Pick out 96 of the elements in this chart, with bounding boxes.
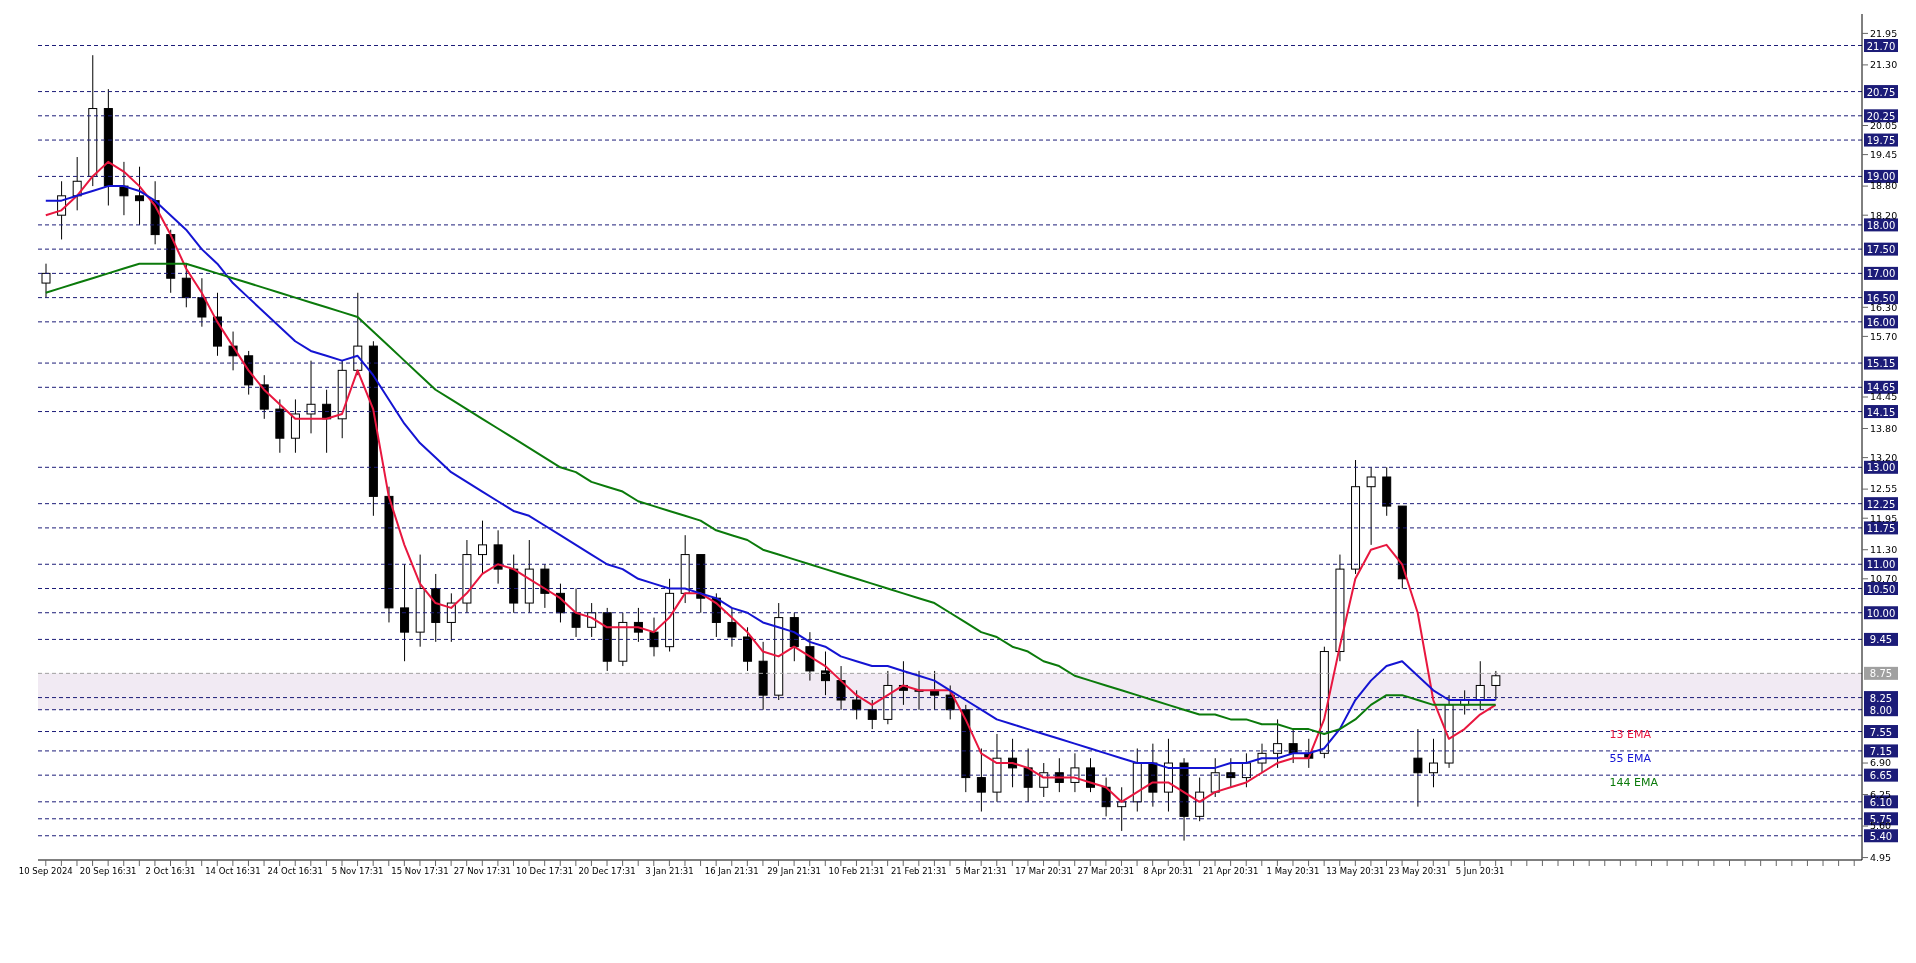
ref-line-label: 13.00 — [1866, 462, 1896, 474]
x-tick-label: 1 May 20:31 — [1266, 866, 1320, 877]
x-tick-label: 20 Dec 17:31 — [578, 866, 636, 877]
ref-line-label: 17.50 — [1866, 244, 1896, 256]
x-tick-label: 10 Feb 21:31 — [828, 866, 885, 877]
candlestick — [197, 277, 207, 328]
candlestick — [852, 689, 862, 720]
y-tick-label: 18.20 — [1870, 209, 1898, 221]
candlestick — [135, 166, 145, 226]
ref-line-label: 5.40 — [1869, 830, 1893, 842]
y-tick-label: 19.45 — [1870, 148, 1898, 160]
ref-line-label: 14.15 — [1866, 406, 1896, 418]
candlestick — [1023, 747, 1033, 803]
ref-line-label: 21.70 — [1866, 40, 1896, 52]
x-tick-label: 16 Jan 21:31 — [704, 866, 759, 877]
ref-line-label: 19.75 — [1866, 135, 1896, 147]
line-series — [44, 262, 1497, 735]
candlestick — [727, 607, 737, 648]
y-tick-label: 18.80 — [1870, 180, 1898, 192]
x-tick-label: 21 Apr 20:31 — [1202, 866, 1259, 877]
x-tick-label: 5 Mar 21:31 — [955, 866, 1007, 877]
ref-line-label: 11.75 — [1866, 522, 1896, 534]
x-tick-label: 29 Jan 21:31 — [767, 866, 822, 877]
candlestick — [478, 520, 488, 575]
text: 55 EMA — [1609, 751, 1652, 767]
x-tick-label: 15 Nov 17:31 — [391, 866, 449, 877]
ref-line-label: 16.50 — [1866, 292, 1896, 304]
ref-line-label: 11.00 — [1866, 559, 1896, 571]
candlestick — [1491, 670, 1501, 701]
ref-line-label: 19.00 — [1866, 171, 1896, 183]
ref-line-label: 9.45 — [1869, 634, 1893, 646]
x-tick-label: 13 May 20:31 — [1326, 866, 1385, 877]
ref-line-label: 10.50 — [1866, 583, 1896, 595]
y-tick-label: 12.55 — [1870, 483, 1898, 495]
x-tick-label: 3 Jan 21:31 — [645, 866, 694, 877]
candlestick — [571, 588, 581, 638]
y-tick-label: 16.30 — [1870, 301, 1898, 313]
candlestick — [649, 617, 659, 657]
text: 13 EMA — [1609, 727, 1652, 743]
ref-line-label: 17.00 — [1866, 268, 1896, 280]
candlestick — [1428, 738, 1438, 788]
ref-line-label: 20.75 — [1866, 86, 1896, 98]
ref-line-label: 8.75 — [1869, 668, 1893, 680]
x-tick-label: 10 Dec 17:31 — [516, 866, 574, 877]
ref-line-label: 7.15 — [1869, 745, 1893, 757]
x-tick-label: 14 Oct 16:31 — [205, 866, 261, 877]
candlestick — [820, 651, 830, 696]
x-tick-label: 27 Mar 20:31 — [1077, 866, 1135, 877]
ref-line-label: 20.25 — [1866, 110, 1896, 122]
ref-line-label: 8.25 — [1869, 692, 1893, 704]
candlestick — [1366, 466, 1376, 546]
y-tick-label: 6.90 — [1870, 757, 1892, 769]
y-tick-label: 11.30 — [1870, 544, 1898, 556]
text: 144 EMA — [1609, 775, 1658, 791]
candlestick — [1226, 757, 1236, 788]
x-tick-label: 17 Mar 20:31 — [1015, 866, 1072, 877]
candlestick — [119, 161, 129, 216]
ref-line-label: 12.25 — [1866, 498, 1896, 510]
x-tick-label: 5 Nov 17:31 — [331, 866, 384, 877]
ref-line-label: 6.65 — [1869, 770, 1893, 782]
ref-line-label: 8.00 — [1869, 704, 1893, 716]
y-tick-label: 14.45 — [1870, 391, 1898, 403]
candlestick — [1413, 728, 1423, 808]
x-tick-label: 20 Sep 16:31 — [79, 866, 137, 877]
x-tick-label: 24 Oct 16:31 — [267, 866, 323, 877]
candlestick — [976, 747, 986, 813]
x-tick-label: 8 Apr 20:31 — [1143, 866, 1194, 877]
ref-line-label: 7.55 — [1869, 726, 1893, 738]
ref-line-label: 10.00 — [1866, 607, 1896, 619]
ref-line-label: 15.15 — [1866, 358, 1896, 370]
y-tick-label: 10.70 — [1870, 573, 1898, 585]
ref-line-label: 18.00 — [1866, 219, 1896, 231]
y-tick-label: 11.95 — [1870, 512, 1898, 524]
y-tick-label: 13.20 — [1870, 451, 1898, 463]
candlestick — [306, 360, 316, 434]
y-tick-label: 15.70 — [1870, 330, 1898, 342]
x-tick-label: 21 Feb 21:31 — [890, 866, 947, 877]
candlestick — [41, 263, 51, 299]
candlestick — [1210, 757, 1220, 798]
y-tick-label: 21.95 — [1870, 27, 1898, 39]
x-tick-label: 10 Sep 2024 — [18, 866, 73, 877]
x-tick-label: 23 May 20:31 — [1388, 866, 1447, 877]
candlestick — [181, 263, 191, 308]
ref-line-label: 14.65 — [1866, 382, 1896, 394]
candlestick — [1101, 777, 1111, 817]
candlestick — [836, 665, 846, 711]
y-tick-label: 21.30 — [1870, 59, 1898, 71]
y-tick-label: 4.95 — [1870, 851, 1892, 863]
candlestick — [1273, 718, 1283, 769]
x-tick-label: 2 Oct 16:31 — [145, 866, 196, 877]
candlestick — [867, 699, 877, 730]
ref-line-label: 16.00 — [1866, 316, 1896, 328]
y-tick-label: 20.05 — [1870, 119, 1898, 131]
x-tick-label: 5 Jun 20:31 — [1455, 866, 1505, 877]
y-tick-label: 13.80 — [1870, 422, 1898, 434]
x-tick-label: 27 Nov 17:31 — [453, 866, 511, 877]
